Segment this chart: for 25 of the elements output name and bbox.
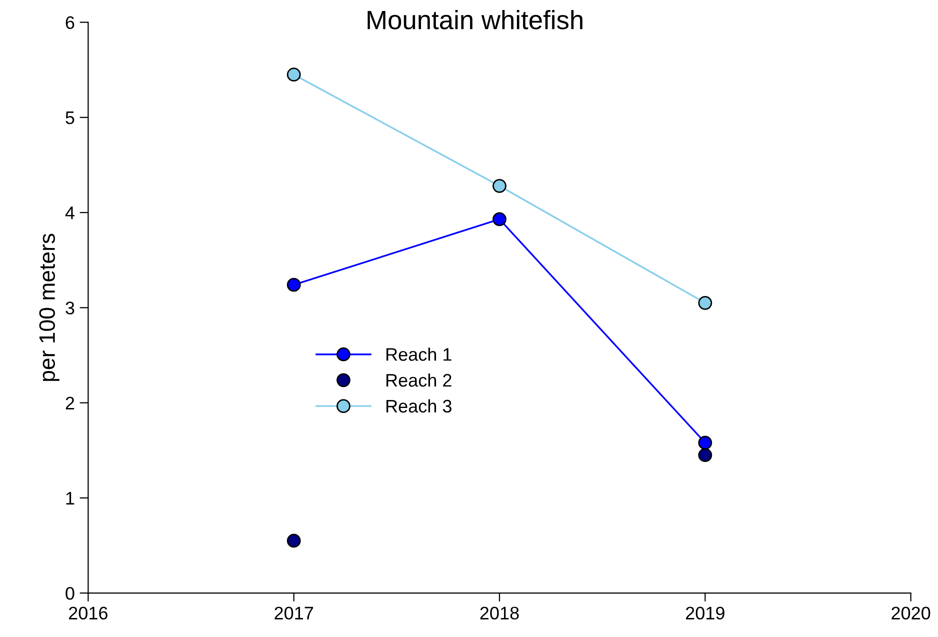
y-tick-label: 3 [66, 302, 74, 314]
x-tick-label: 2016 [69, 606, 108, 620]
y-tick-label: 6 [66, 16, 74, 30]
legend-label: Reach 1 [386, 348, 452, 361]
point [492, 178, 506, 193]
x-tick-label: 2019 [686, 606, 724, 620]
point [286, 68, 301, 82]
x-tick-label: 2020 [892, 606, 930, 620]
x-tick-label: 2017 [274, 606, 314, 620]
y-tick-label: 1 [66, 492, 74, 504]
legend-label: Reach 3 [386, 399, 452, 413]
point [286, 534, 301, 548]
point [698, 296, 712, 310]
point [286, 278, 301, 292]
legend-label: Reach 2 [386, 373, 452, 387]
point [492, 212, 506, 226]
point [698, 448, 712, 462]
y-tick-label: 5 [66, 112, 74, 124]
y-tick-label: 2 [66, 396, 74, 410]
x-tick-label: 2018 [480, 606, 519, 620]
y-tick-label: 0 [66, 586, 74, 600]
chart-title: Mountain whitefish [368, 10, 582, 30]
point [698, 436, 712, 450]
y-tick-label: 4 [65, 206, 74, 220]
y-axis-title: per 100 meters [39, 234, 60, 381]
